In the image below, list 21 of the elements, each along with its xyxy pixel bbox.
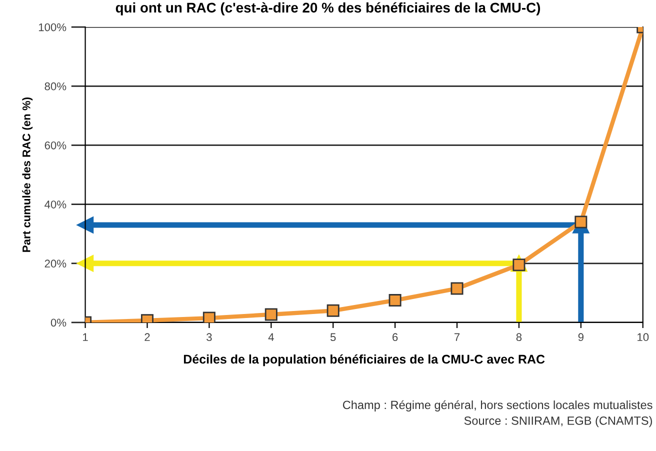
x-tick-label: 3 <box>206 333 212 342</box>
x-tick-label: 5 <box>330 333 336 342</box>
x-tick-label: 4 <box>268 333 274 341</box>
x-tick-label: 8 <box>516 333 522 342</box>
source-note: Source : SNIIRAM, EGB (CNAMTS) <box>464 416 652 428</box>
y-tick-label: 100% <box>38 23 66 32</box>
y-tick-label: 40% <box>44 200 66 208</box>
y-tick-label: 0% <box>50 318 66 327</box>
x-tick-label: 7 <box>454 333 460 341</box>
x-axis-title: Déciles de la population bénéficiaires de la CMU-C avec RAC <box>184 354 545 366</box>
x-tick-label: 9 <box>578 333 584 342</box>
x-tick-label: 10 <box>638 333 649 342</box>
x-tick-label: 1 <box>83 333 88 341</box>
y-tick-label: 60% <box>44 141 66 150</box>
y-tick-label: 20% <box>44 260 66 268</box>
y-tick-label: 80% <box>44 82 66 90</box>
x-tick-label: 6 <box>392 333 398 342</box>
text: Champ : Régime général, hors sections locales mutualistes <box>342 400 652 412</box>
x-tick-label: 2 <box>144 333 150 341</box>
chart-title: qui ont un RAC (c'est-à-dire 20 % des bénéficiaires de la CMU-C) <box>116 2 540 16</box>
y-axis-title: Part cumulée des RAC (en %) <box>22 98 33 252</box>
